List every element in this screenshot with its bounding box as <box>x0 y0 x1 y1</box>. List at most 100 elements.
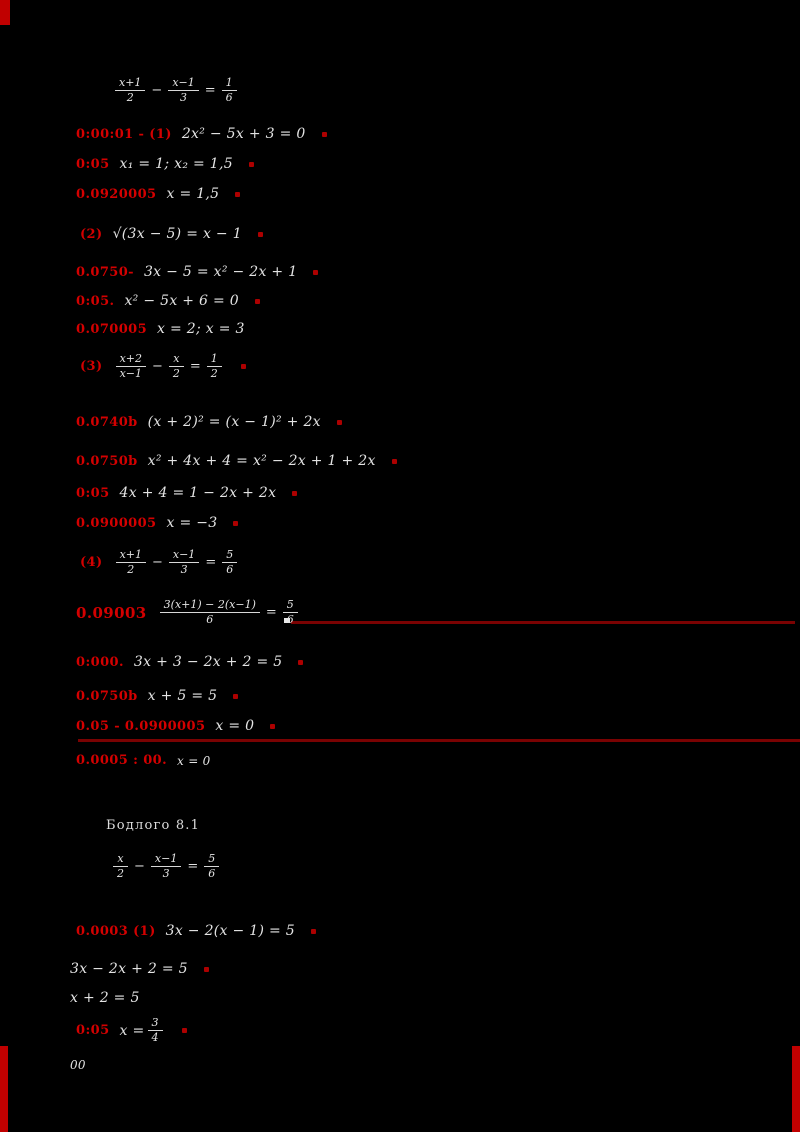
note-line: 0.0920005 x = 1,5 <box>76 186 241 202</box>
timestamp-label: 0:05 <box>76 156 110 172</box>
note-line: 0:05 4x + 4 = 1 − 2x + 2x <box>76 485 298 501</box>
fraction: x+1 2 <box>115 76 146 106</box>
red-dot <box>235 191 241 197</box>
fraction-numerator: 5 <box>204 852 220 868</box>
fraction-denominator: 6 <box>225 91 233 105</box>
fraction-denominator: 4 <box>151 1031 159 1045</box>
math-text: x₁ = 1; x₂ = 1,5 <box>119 156 233 172</box>
math-text: 3x − 2x + 2 = 5 <box>70 961 188 977</box>
timestamp-label: 0:05 <box>76 1023 110 1039</box>
red-dot <box>292 490 298 496</box>
red-dot <box>233 520 239 526</box>
problem-number-label: (4) <box>80 555 103 571</box>
note-line: 3x − 2x + 2 = 5 <box>70 961 209 977</box>
red-dot <box>336 419 342 425</box>
math-text: x² − 5x + 6 = 0 <box>124 293 239 309</box>
operator: = <box>189 359 201 375</box>
note-line: 0.0750- 3x − 5 = x² − 2x + 1 <box>76 264 319 280</box>
fraction-denominator: x−1 <box>119 367 142 381</box>
red-dot <box>240 364 246 370</box>
timestamp-label: 0.0920005 <box>76 186 157 202</box>
math-text: √(3x − 5) = x − 1 <box>112 226 242 242</box>
math-text: 3x − 5 = x² − 2x + 1 <box>143 264 298 280</box>
fraction-numerator: 5 <box>222 548 238 564</box>
timestamp-label: 0.0900005 <box>76 515 157 531</box>
timestamp-label: 0.09003 <box>76 603 147 622</box>
red-dot <box>248 161 254 167</box>
fraction-denominator: 2 <box>210 367 218 381</box>
red-dot <box>310 928 316 934</box>
operator: − <box>151 359 163 375</box>
math-text: 4x + 4 = 1 − 2x + 2x <box>119 485 277 501</box>
math-text: x = 2; x = 3 <box>157 321 245 337</box>
note-line: (2) √(3x − 5) = x − 1 <box>80 226 263 242</box>
operator: = <box>205 555 217 571</box>
fraction-denominator: 2 <box>117 867 124 881</box>
fraction-denominator: 2 <box>127 563 135 577</box>
fraction-denominator: 6 <box>286 613 294 627</box>
timestamp-label: 0.0003 (1) <box>76 923 156 939</box>
edge-mark-bottom-left <box>0 1046 8 1132</box>
fraction-numerator: x <box>113 852 128 868</box>
timestamp-label: 0.070005 <box>76 321 148 337</box>
red-dot <box>298 659 304 665</box>
note-line: 0.0750b x + 5 = 5 <box>76 688 239 704</box>
problem-number-label: (3) <box>80 359 103 375</box>
fraction: x+2 x−1 <box>115 352 146 382</box>
math-text: x = 0 <box>177 753 211 768</box>
red-dot <box>391 458 397 464</box>
red-dot <box>257 231 263 237</box>
fraction: x+1 2 <box>115 548 146 578</box>
operator: − <box>134 859 145 875</box>
fraction-denominator: 3 <box>162 867 170 881</box>
timestamp-label: 0:00:01 - (1) <box>76 126 172 142</box>
note-line: 0.05 - 0.0900005 x = 0 <box>76 718 276 734</box>
note-line: 0.0005 : 00. x = 0 <box>76 753 211 768</box>
math-text: x = −3 <box>166 515 218 531</box>
red-dot <box>255 298 260 304</box>
red-dot <box>203 966 209 972</box>
math-text: 3x − 2(x − 1) = 5 <box>165 923 295 939</box>
fraction-numerator: x <box>169 352 184 368</box>
math-text: x = <box>119 1022 145 1039</box>
note-line: 0:00:01 - (1) 2x² − 5x + 3 = 0 <box>76 126 327 142</box>
note-line: 0.0003 (1) 3x − 2(x − 1) = 5 <box>76 923 316 939</box>
operator: − <box>151 555 163 571</box>
timestamp-label: 0:05. <box>76 293 115 309</box>
note-line: x + 2 = 5 <box>70 990 140 1006</box>
fraction-numerator: 3(x+1) − 2(x−1) <box>159 598 260 614</box>
fraction-denominator: 6 <box>226 563 234 577</box>
note-line: 0:05 x₁ = 1; x₂ = 1,5 <box>76 156 254 172</box>
timestamp-label: 0.0005 : 00. <box>76 753 168 768</box>
math-text: 00 <box>70 1058 86 1072</box>
fraction-denominator: 6 <box>206 613 214 627</box>
math-text: (x + 2)² = (x − 1)² + 2x <box>147 414 321 430</box>
timestamp-label: 0.0740b <box>76 414 138 430</box>
red-dot <box>321 131 327 137</box>
fraction-numerator: x−1 <box>168 548 200 564</box>
fraction-numerator: x−1 <box>150 852 182 868</box>
divider-rule-1 <box>291 621 795 624</box>
fraction-denominator: 3 <box>180 91 188 105</box>
fraction-numerator: x−1 <box>168 76 199 92</box>
red-dot <box>233 693 239 699</box>
timestamp-label: 0:05 <box>76 485 110 501</box>
timestamp-label: 0:000. <box>76 654 124 670</box>
operator: = <box>187 859 199 875</box>
note-line: 0.0750b x² + 4x + 4 = x² − 2x + 1 + 2x <box>76 453 397 469</box>
fraction: x−1 3 <box>150 852 182 882</box>
divider-rule-2 <box>78 739 800 742</box>
red-dot <box>313 269 319 275</box>
fraction: x−1 3 <box>168 548 200 578</box>
